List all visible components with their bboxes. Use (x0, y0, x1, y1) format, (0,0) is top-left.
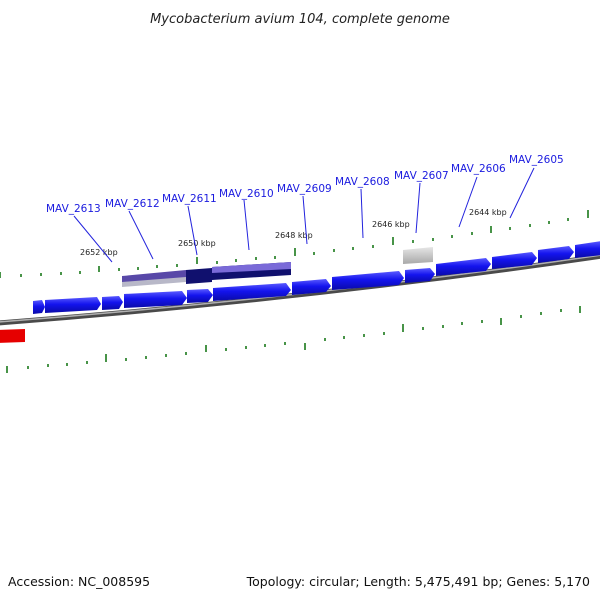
accession-text: Accession: NC_008595 (8, 574, 150, 589)
cds-arrow-mav2613[interactable] (45, 297, 101, 313)
lower-ticks (6, 306, 581, 373)
gene-label-mav2613[interactable]: MAV_2613 (46, 203, 101, 215)
highlight-track (122, 247, 433, 287)
cds-track (33, 241, 600, 314)
gene-label-mav2611[interactable]: MAV_2611 (162, 193, 217, 205)
kbp-label-2646: 2646 kbp (372, 220, 410, 229)
highlight-segment-mav2612[interactable] (122, 270, 186, 282)
kbp-label-2644: 2644 kbp (469, 208, 507, 217)
cds-arrow-3[interactable] (538, 246, 574, 263)
cds-arrow-mav2610[interactable] (213, 283, 291, 301)
gene-label-mav2609[interactable]: MAV_2609 (277, 183, 332, 195)
cds-arrow-4[interactable] (575, 241, 600, 258)
red-feature[interactable] (0, 329, 25, 343)
cds-arrow-mav2611[interactable] (187, 289, 213, 303)
upper-ticks (0, 210, 589, 278)
gene-label-mav2608[interactable]: MAV_2608 (335, 176, 390, 188)
genome-backbone (0, 253, 600, 326)
label-leaders (73, 167, 535, 263)
gray-feature-mav2607[interactable] (403, 247, 433, 264)
cds-arrow-mav2606[interactable] (436, 258, 491, 276)
cds-arrow-mav2608[interactable] (332, 271, 404, 290)
cds-arrow-2[interactable] (102, 296, 123, 310)
kbp-label-2650: 2650 kbp (178, 239, 216, 248)
genome-summary: Topology: circular; Length: 5,475,491 bp… (246, 574, 590, 589)
cds-arrow-mav2612[interactable] (124, 291, 187, 308)
gene-label-mav2607[interactable]: MAV_2607 (394, 170, 449, 182)
highlight-segment-mav2610-top (212, 262, 291, 273)
cds-arrow-1[interactable] (33, 300, 45, 314)
gene-label-mav2605[interactable]: MAV_2605 (509, 154, 564, 166)
map-title: Mycobacterium avium 104, complete genome (150, 12, 450, 27)
cds-arrow-mav2605[interactable] (492, 252, 537, 269)
highlight-segment-mav2611[interactable] (186, 268, 212, 284)
gene-label-mav2610[interactable]: MAV_2610 (219, 188, 274, 200)
gene-label-mav2606[interactable]: MAV_2606 (451, 163, 506, 175)
gene-label-mav2612[interactable]: MAV_2612 (105, 198, 160, 210)
kbp-label-2648: 2648 kbp (275, 231, 313, 240)
cds-arrow-mav2607[interactable] (405, 268, 435, 283)
cds-arrow-mav2609[interactable] (292, 279, 331, 295)
kbp-label-2652: 2652 kbp (80, 248, 118, 257)
